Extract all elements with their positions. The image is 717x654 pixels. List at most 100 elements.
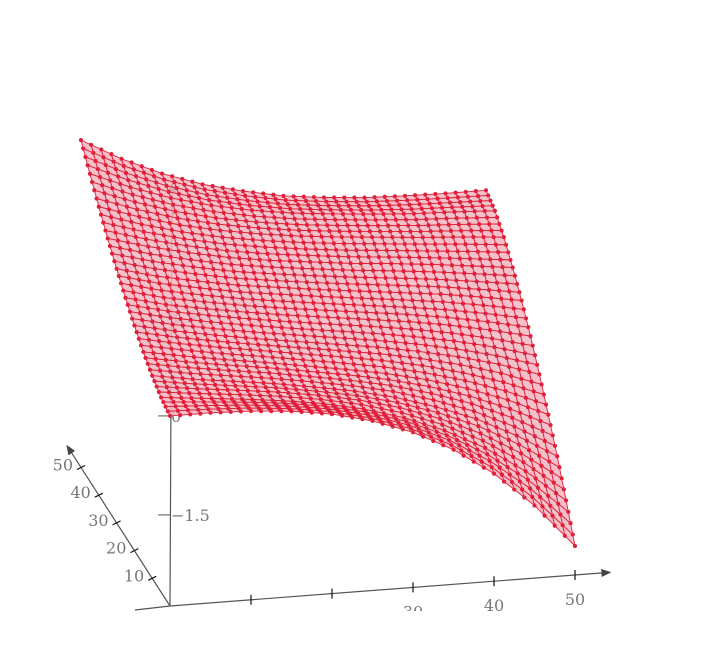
surface-point bbox=[192, 184, 197, 190]
surface-point bbox=[467, 448, 472, 453]
surface-point bbox=[237, 256, 242, 261]
surface-point bbox=[396, 223, 401, 228]
surface-point bbox=[434, 277, 439, 282]
surface-point bbox=[482, 272, 487, 277]
surface-point bbox=[87, 171, 92, 176]
surface-point bbox=[470, 263, 475, 269]
surface-point bbox=[327, 228, 332, 234]
surface-point bbox=[504, 355, 509, 361]
surface-point bbox=[353, 275, 358, 280]
surface-point bbox=[274, 221, 279, 226]
surface-point bbox=[263, 245, 268, 250]
surface-point bbox=[521, 460, 526, 465]
surface-point bbox=[469, 333, 475, 338]
surface-point bbox=[410, 235, 415, 240]
surface-point bbox=[336, 315, 341, 320]
surface-point bbox=[341, 361, 346, 366]
z-tick-label: −1.5 bbox=[171, 506, 210, 525]
surface-point bbox=[434, 429, 439, 434]
surface-point bbox=[362, 390, 367, 395]
surface-point bbox=[421, 211, 427, 216]
surface-point bbox=[197, 391, 202, 396]
surface-point bbox=[175, 408, 180, 413]
surface-point bbox=[291, 383, 297, 388]
surface-point bbox=[370, 386, 375, 391]
surface-point bbox=[414, 376, 419, 381]
surface-point bbox=[320, 267, 325, 272]
surface-point bbox=[336, 254, 341, 259]
surface-point bbox=[93, 158, 98, 164]
surface-point bbox=[506, 364, 512, 369]
surface-point bbox=[382, 393, 388, 398]
surface-point bbox=[249, 323, 254, 328]
surface-point bbox=[421, 395, 426, 400]
surface-point bbox=[303, 363, 308, 369]
surface-point bbox=[142, 324, 147, 330]
surface-point bbox=[185, 336, 190, 341]
surface-point bbox=[254, 220, 259, 225]
surface-point bbox=[147, 279, 152, 284]
surface-point bbox=[420, 235, 425, 240]
surface-point bbox=[425, 350, 431, 355]
surface-point bbox=[126, 275, 132, 280]
surface-point bbox=[113, 166, 118, 172]
surface-point bbox=[366, 203, 372, 208]
surface-point bbox=[495, 215, 500, 220]
surface-point bbox=[236, 406, 241, 411]
surface-point bbox=[101, 220, 106, 225]
surface-point bbox=[425, 248, 430, 254]
surface-point bbox=[324, 280, 330, 286]
surface-point bbox=[264, 365, 270, 370]
surface-point bbox=[371, 212, 376, 217]
surface-point bbox=[385, 223, 391, 228]
surface-point bbox=[431, 336, 436, 341]
surface-point bbox=[415, 349, 420, 354]
surface-point bbox=[402, 415, 407, 420]
surface-point bbox=[212, 356, 217, 361]
surface-point bbox=[419, 262, 424, 267]
surface-point bbox=[242, 358, 247, 364]
surface-point bbox=[428, 434, 434, 439]
surface-point bbox=[497, 221, 502, 227]
surface-point bbox=[470, 372, 476, 378]
surface-point bbox=[438, 228, 443, 234]
surface-point bbox=[223, 333, 228, 339]
surface-point bbox=[229, 321, 234, 326]
surface-point bbox=[113, 230, 118, 235]
surface-point bbox=[483, 445, 488, 450]
surface-point bbox=[195, 386, 200, 391]
surface-point bbox=[114, 201, 119, 207]
surface-point bbox=[342, 336, 347, 341]
surface-point bbox=[359, 356, 364, 361]
surface-point bbox=[401, 269, 406, 274]
surface-point bbox=[410, 298, 415, 303]
surface-point bbox=[226, 406, 231, 411]
surface-point bbox=[374, 310, 379, 316]
surface-point bbox=[153, 356, 158, 361]
surface-point bbox=[272, 361, 278, 366]
surface-point bbox=[307, 320, 313, 325]
surface-point bbox=[395, 347, 400, 352]
surface-point bbox=[226, 368, 231, 373]
surface-point bbox=[171, 202, 176, 207]
surface-point bbox=[239, 322, 244, 327]
surface-point bbox=[362, 337, 368, 342]
surface-point bbox=[517, 290, 522, 295]
surface-point bbox=[187, 224, 193, 229]
surface-point bbox=[406, 223, 411, 228]
surface-point bbox=[173, 358, 178, 363]
surface-point bbox=[214, 194, 220, 199]
surface-point bbox=[472, 341, 477, 347]
surface-point bbox=[476, 358, 481, 363]
surface-point bbox=[422, 306, 427, 311]
surface-point bbox=[558, 512, 563, 517]
surface-point bbox=[209, 260, 214, 265]
surface-point bbox=[263, 195, 268, 201]
surface-point bbox=[246, 405, 251, 411]
surface-point bbox=[378, 261, 384, 266]
surface-point bbox=[190, 179, 195, 184]
surface-point bbox=[410, 430, 416, 435]
surface-point bbox=[334, 342, 339, 347]
surface-point bbox=[501, 449, 506, 454]
surface-point bbox=[322, 334, 327, 340]
